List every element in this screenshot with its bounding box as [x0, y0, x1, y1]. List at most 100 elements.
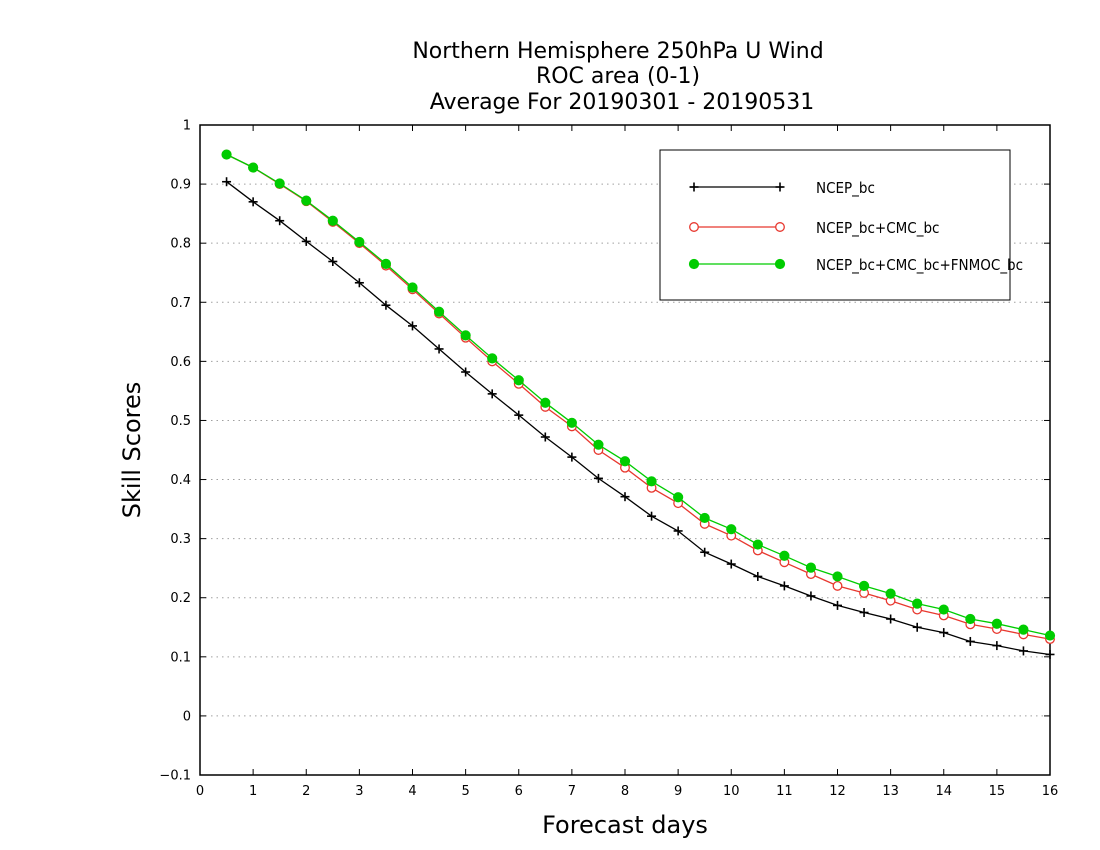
series-1-point — [301, 236, 311, 246]
legend-label: NCEP_bc — [816, 179, 875, 198]
legend: NCEP_bc NCEP_bc+CMC_bc NCEP_bc+CMC_bc+FNMO… — [659, 149, 1023, 301]
y-tick-label: 0.6 — [170, 355, 191, 370]
series-1-point — [859, 608, 869, 617]
y-tick-label: 0.8 — [170, 237, 191, 252]
series-1-point — [1045, 649, 1055, 659]
legend-item-3: NCEP_bc+CMC_bc+FNMOC_bc — [688, 256, 1023, 275]
series-1-point — [567, 452, 577, 462]
series-1-point — [540, 432, 550, 442]
y-tick-label: 0.4 — [170, 473, 191, 488]
x-tick-label: 15 — [989, 784, 1006, 799]
series-1-point — [726, 559, 736, 569]
y-tick-label: 0.5 — [170, 414, 191, 429]
series-1-point — [673, 526, 683, 536]
series-3-point — [221, 149, 232, 160]
series-1-point — [381, 300, 391, 310]
series-3-point — [540, 397, 551, 408]
series-1-point — [620, 492, 630, 502]
series-1-point — [912, 622, 922, 632]
y-tick-label: 1 — [183, 119, 191, 134]
x-tick-label: 3 — [355, 784, 363, 799]
gridlines — [200, 183, 1050, 717]
legend-marker — [688, 258, 700, 270]
series-3-point — [354, 236, 365, 248]
legend-label: NCEP_bc+CMC_bc — [816, 219, 939, 238]
series-1-point — [647, 511, 657, 521]
series-3-point — [619, 456, 631, 467]
series-3-point — [646, 476, 657, 487]
x-tick-label: 0 — [196, 784, 204, 799]
series-1-point — [354, 278, 364, 288]
legend-marker — [689, 182, 699, 192]
series-3-point — [805, 562, 817, 573]
series-3-point — [274, 178, 285, 189]
x-tick-label: 11 — [776, 784, 793, 799]
series-1-point — [593, 473, 603, 483]
series-3-point — [938, 604, 949, 615]
series-1-point — [434, 344, 444, 354]
legend-item-2: NCEP_bc+CMC_bc — [689, 219, 939, 238]
series-1-point — [806, 591, 816, 601]
series-1-point — [248, 197, 258, 207]
series-3-point — [965, 613, 976, 625]
series-3-point — [673, 492, 684, 503]
series-3-point — [433, 306, 445, 317]
series-3-point — [407, 282, 418, 293]
x-tick-label: 12 — [829, 784, 846, 799]
y-tick-label: 0.2 — [170, 591, 191, 606]
series-3-point — [1018, 624, 1029, 635]
series-1-point — [408, 321, 417, 331]
legend-marker — [689, 222, 699, 232]
legend-box — [659, 149, 1011, 301]
series-1-point — [965, 636, 975, 646]
series-3-point — [991, 618, 1002, 629]
series-3-point — [327, 215, 338, 226]
series-1-point — [700, 547, 710, 557]
series-1-point — [222, 177, 232, 187]
series-1-point — [779, 581, 789, 591]
x-axis-label: Forecast days — [542, 811, 708, 839]
x-tick-label: 6 — [515, 784, 523, 799]
x-tick-label: 8 — [621, 784, 629, 799]
series-3-point — [726, 524, 737, 535]
series-3-point — [752, 539, 763, 550]
series-3-point — [699, 512, 710, 524]
series-3-point — [513, 375, 524, 386]
y-axis-label: Skill Scores — [118, 382, 146, 519]
legend-marker — [774, 258, 786, 270]
x-tick-label: 14 — [935, 784, 952, 799]
y-tick-label: 0.7 — [170, 296, 191, 311]
series-3-point — [380, 258, 392, 269]
series-1-point — [833, 600, 842, 610]
series-3-point — [912, 598, 923, 609]
y-tick-label: 0.3 — [170, 532, 191, 547]
title-line-2: ROC area (0-1) — [536, 64, 700, 89]
legend-item-1: NCEP_bc — [689, 179, 875, 198]
chart-title: Northern Hemisphere 250hPa U Wind ROC ar… — [412, 39, 823, 115]
series-1-point — [461, 367, 471, 377]
series-3-point — [301, 195, 312, 206]
series-3-point — [832, 571, 843, 582]
series-3-point — [858, 580, 870, 592]
series-1-point — [328, 257, 338, 266]
x-tick-label: 2 — [302, 784, 310, 799]
legend-marker — [775, 222, 785, 232]
series-1-line — [226, 181, 1051, 656]
legend-marker — [775, 182, 785, 192]
x-tick-label: 5 — [461, 784, 469, 799]
y-tick-label: 0.1 — [170, 650, 191, 665]
y-tick-label: 0 — [183, 709, 191, 724]
series-1-point — [753, 571, 763, 581]
series-3-point — [1044, 630, 1056, 641]
x-tick-label: 9 — [674, 784, 682, 799]
series-3-point — [460, 330, 471, 341]
title-line-3: Average For 20190301 - 20190531 — [430, 90, 815, 115]
series-1-point — [487, 389, 497, 399]
series-1-point — [1018, 646, 1028, 656]
y-tick-label: −0.1 — [159, 769, 191, 784]
x-tick-label: 1 — [249, 784, 257, 799]
legend-label: NCEP_bc+CMC_bc+FNMOC_bc — [816, 256, 1023, 275]
series-3-point — [566, 417, 577, 428]
series-lines — [221, 149, 1056, 659]
